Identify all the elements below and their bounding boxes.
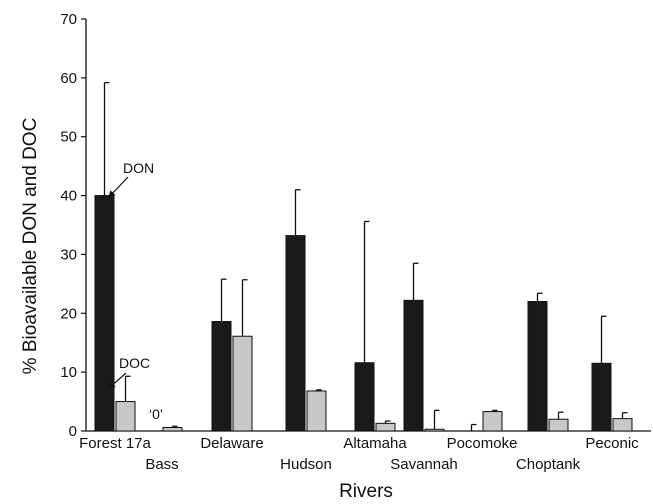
bar-don-peconic xyxy=(591,362,612,432)
y-axis-title: % Bioavailable DON and DOC xyxy=(20,118,41,375)
y-tick-label: 30 xyxy=(60,246,77,263)
category-label: Delaware xyxy=(200,435,263,452)
arrow-doc-head xyxy=(108,381,116,389)
bar-don-hudson xyxy=(285,235,306,432)
bar-don-choptank xyxy=(527,301,548,432)
bar-doc-bass xyxy=(162,426,183,432)
y-tick-label: 60 xyxy=(60,70,77,87)
category-label: Choptank xyxy=(516,456,581,473)
annotation-don: DON xyxy=(123,160,154,176)
labels: Forest 17a Bass Delaware Hudson Altamaha Sava… xyxy=(79,176,639,473)
bar-doc-pocomoke xyxy=(482,411,503,432)
bar-don-savannah xyxy=(403,299,424,432)
x-axis-title: Rivers xyxy=(339,481,393,502)
bar-doc-choptank xyxy=(548,418,569,432)
bar-don-forest-17a xyxy=(94,195,115,432)
bar-doc-forest-17a xyxy=(115,401,136,432)
bars xyxy=(94,81,633,432)
category-label: Bass xyxy=(145,456,178,473)
bar-don-delaware xyxy=(211,321,232,432)
y-tick-label: 50 xyxy=(60,129,77,146)
category-label: Hudson xyxy=(280,456,332,473)
category-label: Peconic xyxy=(585,435,639,452)
arrow-don-head xyxy=(108,190,116,198)
y-tick-label: 40 xyxy=(60,188,77,205)
y-tick-label: 20 xyxy=(60,305,77,322)
y-tick-label: 10 xyxy=(60,364,77,381)
category-label: Altamaha xyxy=(343,435,407,452)
bar-doc-savannah xyxy=(424,428,445,432)
y-tick-label: 70 xyxy=(60,11,77,28)
annotation-zero: ‘0’ xyxy=(149,406,163,422)
annotation-doc: DOC xyxy=(119,355,150,371)
category-label: Savannah xyxy=(390,456,458,473)
y-tick-label: 0 xyxy=(69,423,77,440)
bar-don-altamaha xyxy=(354,362,375,432)
bar-doc-hudson xyxy=(306,390,327,432)
bar-doc-delaware xyxy=(232,335,253,432)
bar-doc-altamaha xyxy=(375,422,396,432)
bar-doc-peconic xyxy=(612,418,633,432)
category-label: Pocomoke xyxy=(447,435,518,452)
category-label: Forest 17a xyxy=(79,435,151,452)
